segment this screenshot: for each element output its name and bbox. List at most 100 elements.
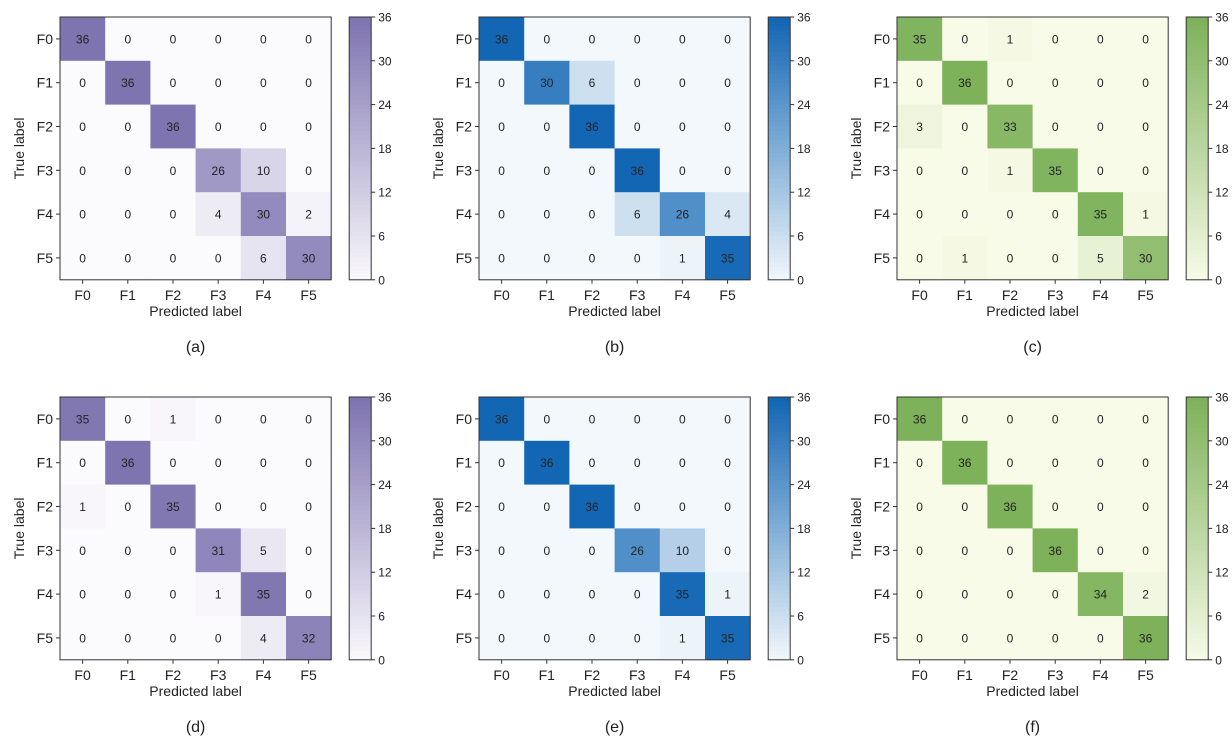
matrix-cell: [240, 17, 287, 62]
colorbar-segment: [768, 629, 791, 635]
cell-value: 0: [1097, 32, 1104, 46]
cell-value: 0: [215, 120, 222, 134]
colorbar-segment: [768, 502, 791, 508]
matrix-cell: [286, 484, 332, 529]
matrix-cell: [60, 60, 106, 105]
x-tick-label: F5: [1137, 667, 1154, 683]
colorbar-segment: [349, 493, 372, 499]
colorbar-segment: [349, 524, 372, 529]
matrix-cell: [987, 572, 1033, 617]
cell-value: 5: [1097, 251, 1104, 265]
matrix-cell: [897, 104, 943, 149]
colorbar-segment: [349, 30, 372, 36]
colorbar-segment: [1186, 139, 1209, 145]
colorbar-segment: [349, 572, 372, 578]
colorbar-segment: [349, 222, 372, 228]
matrix-cell: [705, 192, 751, 237]
matrix-cell: [105, 397, 151, 442]
colorbar-segment: [768, 100, 791, 106]
colorbar-segment: [768, 253, 791, 259]
matrix-cell: [1123, 60, 1169, 105]
colorbar-segment: [349, 637, 372, 643]
colorbar-segment: [1186, 236, 1209, 241]
cell-value: 0: [170, 456, 177, 470]
colorbar-segment: [1186, 65, 1209, 71]
matrix-cell: [524, 17, 570, 62]
cell-value: 0: [961, 164, 968, 178]
matrix-cell: [942, 616, 988, 661]
cell-value: 4: [724, 208, 731, 222]
colorbar-segment: [349, 440, 372, 446]
cell-value: 0: [498, 251, 505, 265]
colorbar-segment: [1186, 484, 1209, 490]
y-tick-label: F0: [874, 411, 891, 427]
matrix-frame: [59, 16, 332, 281]
matrix-cell: [524, 484, 570, 529]
matrix-cell: [479, 60, 525, 105]
colorbar-segment: [349, 100, 372, 106]
matrix-cell: [569, 192, 615, 237]
cell-value: 36: [121, 76, 135, 90]
x-tick-label: F4: [674, 667, 691, 683]
colorbar-segment: [349, 60, 372, 66]
matrix-cell: [150, 484, 196, 529]
colorbar-segment: [768, 559, 791, 565]
colorbar-segment: [768, 515, 791, 521]
matrix-cell: [659, 192, 706, 237]
colorbar-segment: [349, 554, 372, 560]
colorbar-tick-label: 18: [378, 142, 392, 156]
colorbar-segment: [768, 38, 791, 44]
matrix-cell: [195, 440, 242, 485]
matrix-cell: [659, 104, 706, 149]
matrix-cell: [942, 484, 988, 529]
colorbar-segment: [349, 152, 372, 158]
x-tick-label: F4: [255, 287, 272, 303]
cell-value: 0: [1097, 412, 1104, 426]
colorbar-tick-label: 24: [378, 98, 392, 112]
y-tick-label: F0: [874, 31, 891, 47]
colorbar-segment: [768, 572, 791, 578]
cell-value: 0: [1142, 164, 1149, 178]
colorbar-segment: [349, 655, 372, 661]
colorbar-segment: [349, 633, 372, 639]
colorbar-segment: [1186, 475, 1209, 481]
matrix-cell: [1077, 236, 1124, 281]
colorbar-segment: [768, 475, 791, 481]
cell-value: 0: [1052, 588, 1059, 602]
cell-value: 0: [170, 32, 177, 46]
cell-value: 0: [589, 164, 596, 178]
cell-value: 0: [634, 588, 641, 602]
x-tick-label: F0: [911, 667, 928, 683]
cell-value: 30: [302, 251, 316, 265]
colorbar-segment: [1186, 624, 1209, 630]
colorbar-segment: [1186, 620, 1209, 626]
x-tick-label: F1: [539, 287, 556, 303]
colorbar-segment: [768, 17, 791, 22]
matrix-cell: [1032, 572, 1079, 617]
colorbar-segment: [349, 589, 372, 595]
colorbar-segment: [768, 637, 791, 643]
colorbar-segment: [1186, 244, 1209, 250]
cell-value: 0: [1097, 164, 1104, 178]
cell-value: 36: [1049, 544, 1063, 558]
colorbar-segment: [768, 519, 791, 525]
cell-value: 36: [631, 164, 645, 178]
matrix-cell: [60, 616, 106, 661]
colorbar-segment: [349, 78, 372, 84]
cell-value: 0: [305, 544, 312, 558]
colorbar-segment: [1186, 524, 1209, 529]
cell-value: 0: [1007, 412, 1014, 426]
matrix-cell: [195, 236, 242, 281]
colorbar-tick-label: 30: [378, 434, 392, 448]
cell-value: 1: [1007, 32, 1014, 46]
matrix-cell: [195, 616, 242, 661]
colorbar-segment: [768, 275, 791, 281]
colorbar-segment: [349, 629, 372, 635]
colorbar-segment: [768, 257, 791, 263]
y-axis-label: True label: [430, 498, 446, 560]
matrix-frame: [478, 396, 751, 661]
colorbar-tick-label: 0: [1215, 653, 1222, 667]
colorbar-segment: [349, 537, 372, 543]
cell-value: 0: [305, 588, 312, 602]
colorbar-segment: [1186, 616, 1209, 621]
